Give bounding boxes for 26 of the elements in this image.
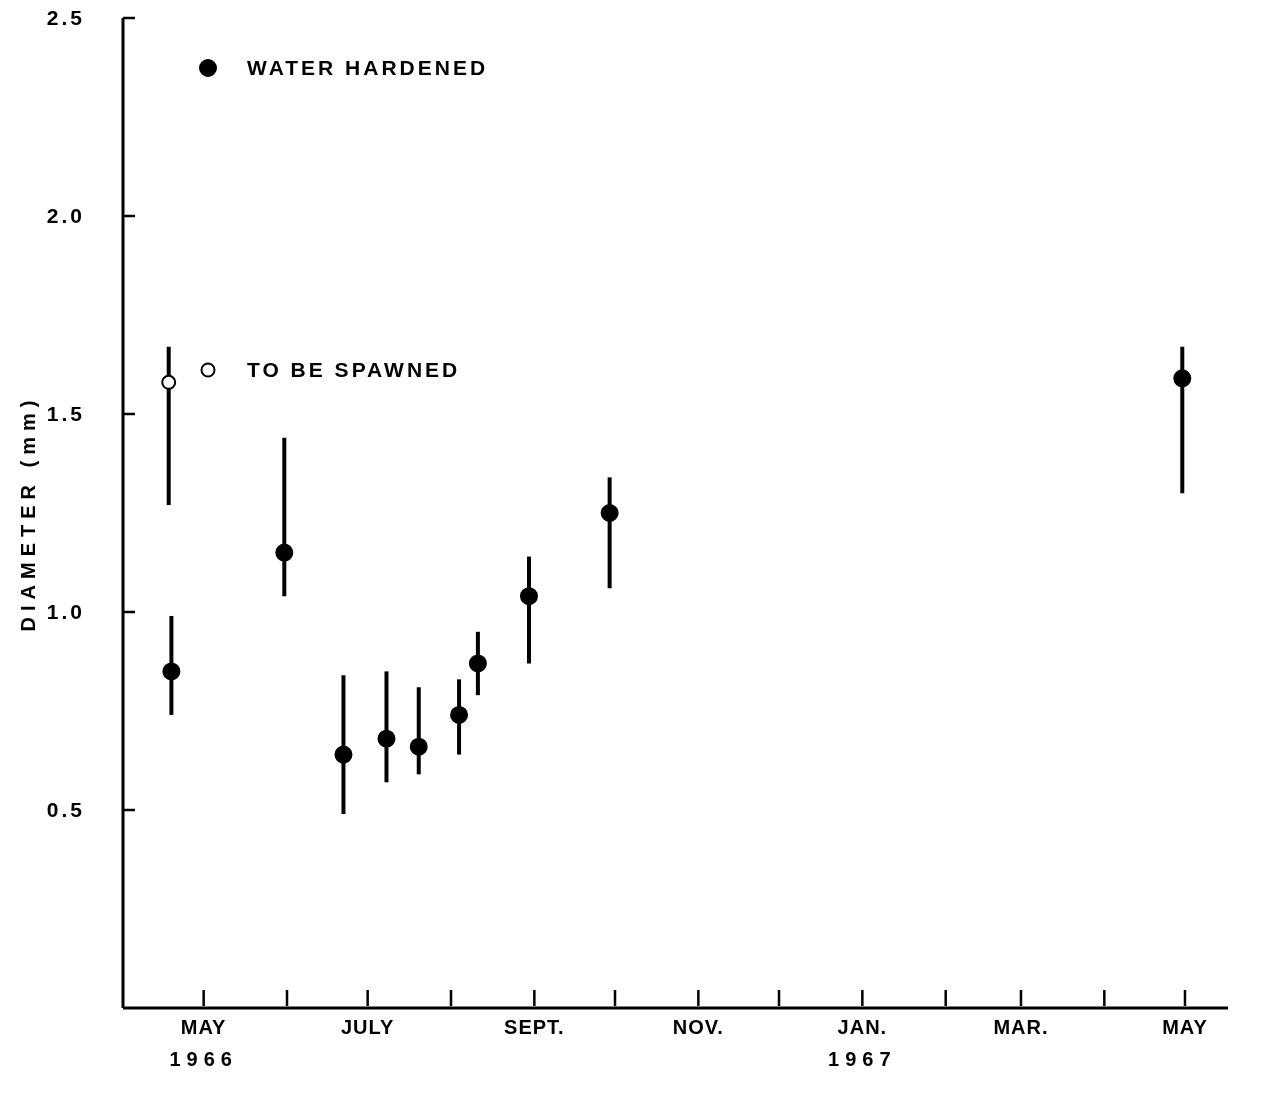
x-tick-label: MAY 1966 (169, 1016, 238, 1070)
point (377, 729, 396, 748)
point (334, 745, 353, 764)
legend-label: TO BE SPAWNED (247, 358, 461, 382)
x-tick-label: JULY (341, 1016, 395, 1038)
point (161, 374, 177, 390)
point (450, 705, 469, 724)
x-tick-label: JAN. 1967 (828, 1016, 897, 1070)
x-tick-label: MAR. (993, 1016, 1049, 1038)
point (468, 654, 487, 673)
y-tick-label: 1.0 (46, 600, 85, 623)
y-axis-title: DIAMETER (mm) (17, 394, 40, 632)
point (409, 737, 428, 756)
y-tick-label: 2.0 (46, 204, 85, 227)
x-tick-label: MAY (1162, 1016, 1208, 1038)
x-tick-label: NOV. (672, 1016, 724, 1038)
legend-label: WATER HARDENED (247, 56, 489, 80)
y-tick-label: 0.5 (46, 798, 85, 821)
y-tick-label: 1.5 (46, 402, 85, 425)
point (600, 504, 619, 522)
y-tick-label: 2.5 (46, 6, 85, 29)
point (1173, 369, 1192, 388)
point (162, 662, 181, 681)
x-tick-label: SEPT. (504, 1016, 565, 1038)
point (275, 543, 294, 562)
point (519, 587, 538, 606)
